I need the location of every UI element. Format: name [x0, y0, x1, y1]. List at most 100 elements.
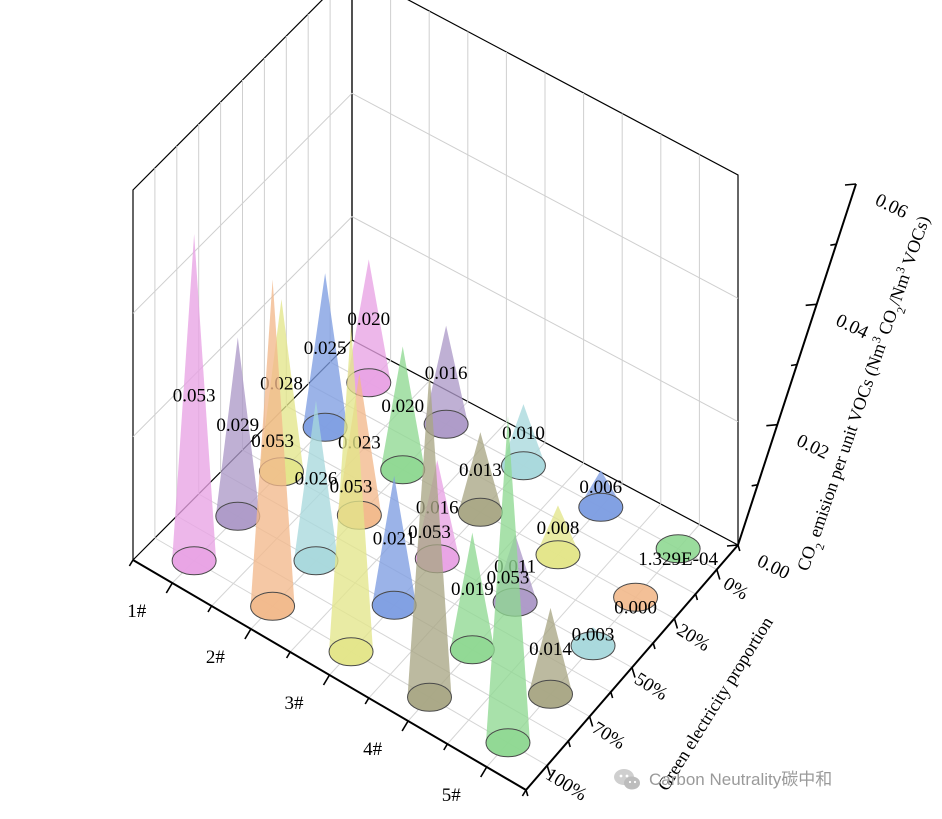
data-label: 0.020 — [381, 396, 424, 417]
cone: 0.000 — [613, 582, 659, 618]
cone: 0.021 — [371, 475, 417, 620]
back-walls — [132, 0, 739, 562]
cone: 0.053 — [171, 233, 217, 576]
wall-gridline — [132, 92, 739, 314]
data-label: 0.016 — [425, 363, 468, 384]
cone-body — [372, 475, 417, 620]
x-tick-label: 2# — [206, 647, 226, 668]
x-tick — [322, 674, 331, 686]
cone: 0.053 — [485, 415, 531, 758]
x-tick-label: 1# — [127, 601, 147, 622]
data-label: 0.000 — [614, 597, 657, 618]
x-tick-label: 3# — [285, 693, 305, 714]
data-label: 0.006 — [579, 477, 622, 498]
y-tick — [610, 691, 614, 699]
y-tick-label: 100% — [542, 764, 591, 805]
cone-base — [171, 546, 217, 576]
data-label: 0.008 — [537, 518, 580, 539]
data-label: 0.010 — [502, 423, 545, 444]
y-tick — [567, 740, 571, 748]
z-tick — [805, 303, 817, 307]
x-tick — [521, 789, 527, 797]
cone-base — [528, 679, 574, 709]
y-tick — [737, 544, 741, 552]
cone-base — [293, 546, 339, 576]
watermark: Carbon Neutrality碳中和 — [614, 769, 832, 790]
y-tick — [631, 667, 636, 678]
x-tick — [128, 559, 134, 567]
y-tick — [694, 593, 699, 601]
cone-base — [371, 590, 417, 620]
x-tick-label: 4# — [363, 739, 383, 760]
cone-body — [215, 337, 260, 531]
cone-base — [613, 582, 659, 612]
cone: 0.053 — [250, 279, 296, 621]
x-tick — [443, 743, 449, 751]
cone: 0.003 — [570, 625, 616, 661]
y-tick — [673, 618, 679, 629]
cone-base — [380, 455, 426, 485]
data-label: 0.053 — [487, 567, 530, 588]
data-label: 0.053 — [251, 431, 294, 452]
cone-base — [407, 682, 453, 712]
cone: 0.025 — [302, 273, 348, 442]
cone-body — [485, 415, 530, 757]
cone-body — [172, 233, 217, 575]
wechat-icon — [614, 769, 640, 790]
cone: 0.053 — [328, 324, 374, 667]
cones-layer: 0.0200.0160.0250.0100.0200.0280.0060.013… — [171, 233, 718, 758]
cone: 0.019 — [449, 532, 495, 665]
cone: 0.010 — [500, 404, 546, 481]
cone-base — [578, 492, 624, 522]
z-tick-label: 0.00 — [754, 551, 793, 584]
cone: 0.016 — [423, 325, 469, 439]
x-tick — [285, 651, 291, 659]
cone-body — [250, 279, 295, 621]
cone: 0.020 — [380, 346, 426, 485]
x-tick — [165, 582, 173, 594]
data-label: 0.014 — [529, 639, 572, 660]
floor-gridline — [264, 427, 654, 644]
cone-base — [457, 497, 503, 527]
cone: 0.026 — [293, 400, 339, 576]
cone: 0.029 — [215, 337, 261, 531]
cone-base — [215, 501, 261, 531]
z-tick-label: 0.06 — [872, 190, 911, 223]
z-tick — [751, 484, 758, 487]
data-label: 0.021 — [373, 529, 416, 550]
cone: 0.013 — [457, 432, 503, 527]
y-tick — [546, 765, 551, 776]
cone: 0.053 — [407, 370, 453, 712]
floor-gridline — [307, 383, 696, 595]
x-tick — [401, 720, 409, 732]
z-axis-title: CO2 emision per unit VOCs (Nm3 CO2/Nm3 V… — [791, 213, 939, 576]
data-label: 0.019 — [451, 579, 494, 600]
cone: 0.014 — [528, 607, 574, 709]
y-tick — [716, 569, 721, 580]
y-tick-label: 50% — [631, 669, 672, 705]
wall-gridline — [132, 216, 739, 438]
z-tick — [844, 183, 857, 186]
cone-body — [329, 324, 374, 666]
cone: 1.329E-04 — [638, 534, 718, 570]
z-tick — [726, 544, 739, 547]
data-label: 1.329E-04 — [638, 549, 718, 570]
cone-base — [500, 451, 546, 481]
cone-base — [655, 534, 701, 564]
cone: 0.008 — [535, 505, 581, 570]
cone-base — [328, 637, 374, 667]
z-tick — [790, 363, 798, 367]
y-tick-label: 0% — [719, 573, 752, 604]
cone: 0.020 — [346, 259, 392, 398]
cone-body — [293, 400, 338, 575]
data-label: 0.053 — [173, 385, 216, 406]
z-tick-label: 0.02 — [793, 430, 832, 463]
x-tick — [207, 605, 213, 613]
watermark-text: Carbon Neutrality碳中和 — [649, 770, 832, 789]
cone-base — [449, 635, 495, 665]
x-tick-label: 5# — [442, 785, 462, 806]
data-label: 0.053 — [408, 522, 451, 543]
z-tick — [830, 243, 837, 246]
data-label: 0.025 — [304, 338, 347, 359]
